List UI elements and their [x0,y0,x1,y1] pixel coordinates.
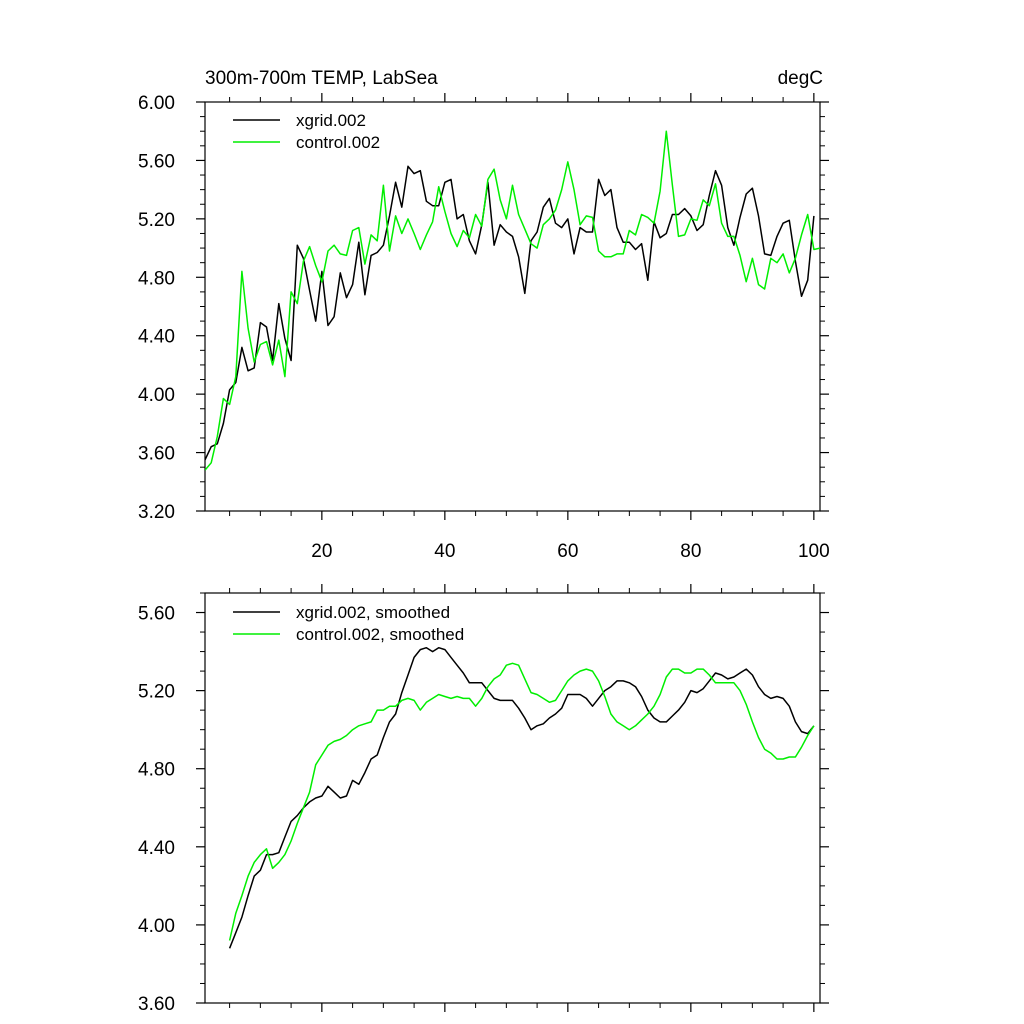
top-ytick-label: 5.20 [138,210,175,231]
top-plot-frame [204,101,821,512]
top-series-control-line [205,130,820,471]
bottom-plot-frame [204,592,821,1004]
bottom-ytick-label: 4.00 [138,916,175,937]
top-xtick-label: 20 [311,541,332,562]
top-ytick-label: 5.60 [138,151,175,172]
bottom-ytick-label: 5.20 [138,682,175,703]
top-ytick-label: 3.60 [138,444,175,465]
bottom-series-xgrid-line [228,646,815,949]
bottom-panel: 3.60 4.00 4.40 4.80 5.20 5.60 xgrid.002, smoot… [138,584,829,1015]
top-xtick-label: 100 [798,541,830,562]
top-xtick-label: 40 [434,541,455,562]
bottom-ytick-label: 4.40 [138,838,175,859]
top-ytick-label: 4.40 [138,327,175,348]
top-xtick-label: 60 [557,541,578,562]
bottom-ytick-label: 5.60 [138,604,175,625]
bottom-ytick-label: 4.80 [138,760,175,781]
units-label: degC [778,68,823,89]
bottom-series-control-line [228,662,815,941]
bottom-legend-label: xgrid.002, smoothed [296,603,450,622]
top-series-xgrid-line [205,165,815,461]
top-ytick-label: 4.80 [138,268,175,289]
top-ytick-label: 3.20 [138,502,175,523]
top-ytick-label: 4.00 [138,385,175,406]
top-panel: 3.20 3.60 4.00 4.40 4.80 5.20 5.60 6.00 20 40 60 80… [138,68,830,562]
top-xtick-label: 80 [680,541,701,562]
chart-title: 300m-700m TEMP, LabSea [205,68,438,89]
top-legend-label: control.002 [296,133,380,152]
bottom-legend-label: control.002, smoothed [296,625,464,644]
bottom-ytick-label: 3.60 [138,994,175,1015]
top-ytick-label: 6.00 [138,93,175,114]
top-legend-label: xgrid.002 [296,111,366,130]
